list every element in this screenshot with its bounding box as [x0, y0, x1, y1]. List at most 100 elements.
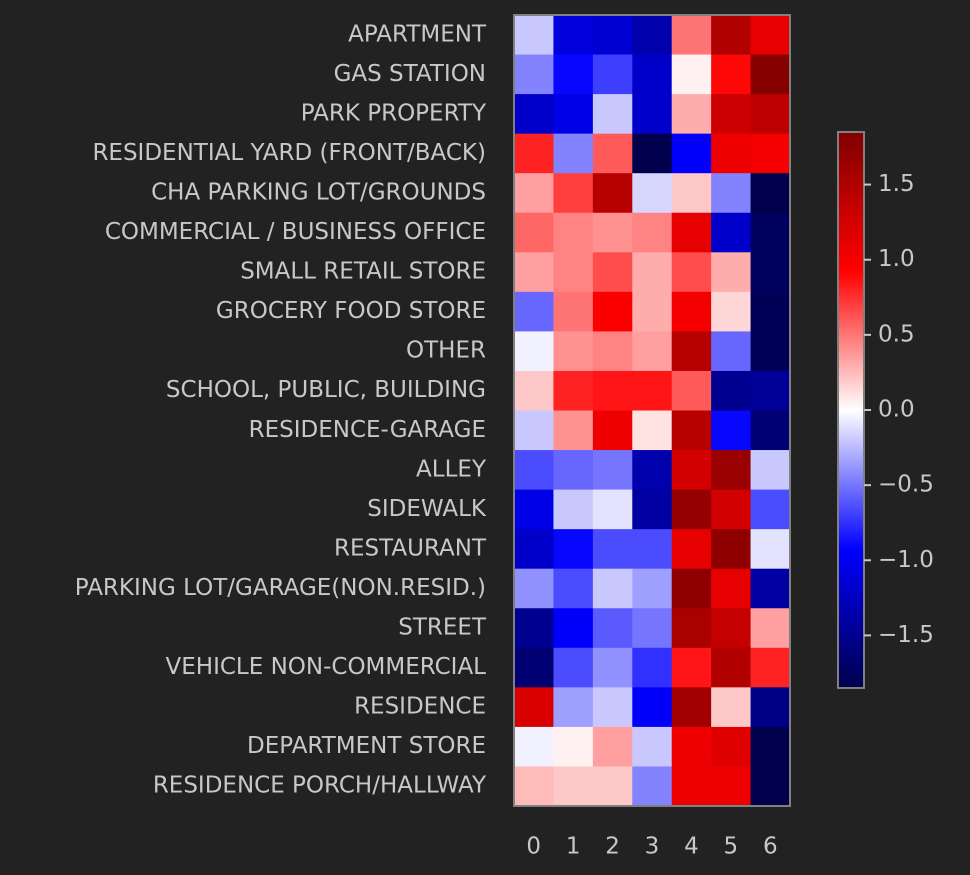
heatmap-cell: [592, 252, 633, 293]
colorbar-tick-label: −1.0: [878, 547, 934, 573]
heatmap-cell: [592, 687, 633, 728]
heatmap-cell: [553, 608, 594, 649]
heatmap-cell: [750, 766, 791, 807]
colorbar: 1.5 1.0 0.5 0.0 −0.5 −1.0 −1.5: [837, 131, 934, 689]
heatmap-cell: [632, 450, 673, 491]
heatmap-cell: [553, 15, 594, 56]
heatmap-cell: [553, 647, 594, 688]
heatmap-cell: [514, 54, 555, 95]
heatmap-cell: [671, 410, 712, 451]
heatmap-cell: [671, 450, 712, 491]
heatmap-cell: [750, 54, 791, 95]
heatmap-cell: [750, 15, 791, 56]
colorbar-ticks: 1.5 1.0 0.5 0.0 −0.5 −1.0 −1.5: [864, 171, 934, 648]
heatmap-cell: [514, 252, 555, 293]
heatmap-cell: [514, 370, 555, 412]
heatmap-cell: [514, 410, 555, 451]
heatmap-cell: [750, 608, 791, 649]
heatmap-cell: [671, 252, 712, 293]
heatmap-cell: [553, 212, 594, 253]
heatmap-cell: [750, 726, 791, 768]
heatmap-cell: [632, 15, 673, 56]
row-label: STREET: [398, 615, 487, 641]
heatmap-cell: [553, 133, 594, 174]
heatmap-cell: [632, 766, 673, 807]
heatmap-cell: [514, 726, 555, 768]
heatmap-cell: [592, 54, 633, 95]
row-labels: APARTMENT GAS STATION PARK PROPERTY RESIDEN…: [75, 21, 487, 798]
colorbar-tick-label: 0.0: [878, 397, 915, 423]
heatmap-cell: [750, 370, 791, 412]
heatmap-cell: [592, 489, 633, 530]
heatmap-cell: [671, 608, 712, 649]
heatmap-cell: [514, 766, 555, 807]
heatmap-cell: [750, 647, 791, 688]
heatmap-cell: [632, 370, 673, 412]
heatmap-cell: [750, 529, 791, 570]
heatmap-cell: [553, 410, 594, 451]
heatmap-frame: [513, 14, 791, 807]
heatmap-cell: [671, 133, 712, 174]
heatmap-cell: [711, 489, 752, 530]
row-label: CHA PARKING LOT/GROUNDS: [151, 179, 486, 205]
heatmap-cell: [671, 370, 712, 412]
heatmap-cell: [514, 291, 555, 332]
column-label: 3: [645, 834, 660, 860]
heatmap-cell: [671, 15, 712, 56]
heatmap-cell: [514, 94, 555, 135]
heatmap-cell: [671, 291, 712, 332]
row-label: RESIDENTIAL YARD (FRONT/BACK): [92, 140, 486, 166]
heatmap-cell: [750, 212, 791, 253]
heatmap-cell: [514, 450, 555, 491]
heatmap-cell: [711, 370, 752, 412]
column-label: 5: [724, 834, 739, 860]
heatmap-cell: [592, 212, 633, 253]
heatmap-cell: [514, 489, 555, 530]
heatmap-cell: [711, 410, 752, 451]
colorbar-tick-label: −1.5: [878, 622, 934, 648]
heatmap-cell: [750, 173, 791, 214]
heatmap-cell: [671, 54, 712, 95]
heatmap-cell: [553, 94, 594, 135]
colorbar-tick-label: 1.5: [878, 171, 915, 197]
heatmap-cells: [514, 15, 791, 807]
heatmap-cell: [750, 410, 791, 451]
heatmap-cell: [671, 489, 712, 530]
heatmap-cell: [553, 529, 594, 570]
heatmap-cell: [711, 331, 752, 372]
heatmap-cell: [750, 291, 791, 332]
heatmap-cell: [514, 647, 555, 688]
colorbar-tick-label: 1.0: [878, 246, 915, 272]
row-label: SCHOOL, PUBLIC, BUILDING: [166, 377, 486, 403]
heatmap-cell: [632, 173, 673, 214]
heatmap-cell: [750, 489, 791, 530]
heatmap-cell: [514, 212, 555, 253]
heatmap-cell: [750, 94, 791, 135]
heatmap-cell: [553, 291, 594, 332]
heatmap-cell: [553, 568, 594, 609]
heatmap-cell: [592, 370, 633, 412]
heatmap-cell: [592, 608, 633, 649]
heatmap-cell: [671, 766, 712, 807]
heatmap-cell: [632, 687, 673, 728]
heatmap-cell: [711, 54, 752, 95]
heatmap-cell: [711, 450, 752, 491]
row-label: SMALL RETAIL STORE: [240, 259, 486, 285]
heatmap-cell: [592, 766, 633, 807]
row-label: RESIDENCE: [354, 694, 486, 720]
heatmap-cell: [514, 331, 555, 372]
heatmap-cell: [553, 173, 594, 214]
row-label: GAS STATION: [334, 61, 486, 87]
heatmap-cell: [632, 252, 673, 293]
heatmap-cell: [592, 647, 633, 688]
heatmap-cell: [514, 568, 555, 609]
row-label: VEHICLE NON-COMMERCIAL: [166, 654, 487, 680]
heatmap-cell: [592, 15, 633, 56]
column-label: 6: [763, 834, 778, 860]
row-label: PARK PROPERTY: [301, 100, 487, 126]
column-label: 0: [526, 834, 541, 860]
heatmap-cell: [514, 133, 555, 174]
heatmap-cell: [632, 331, 673, 372]
heatmap-cell: [711, 568, 752, 609]
